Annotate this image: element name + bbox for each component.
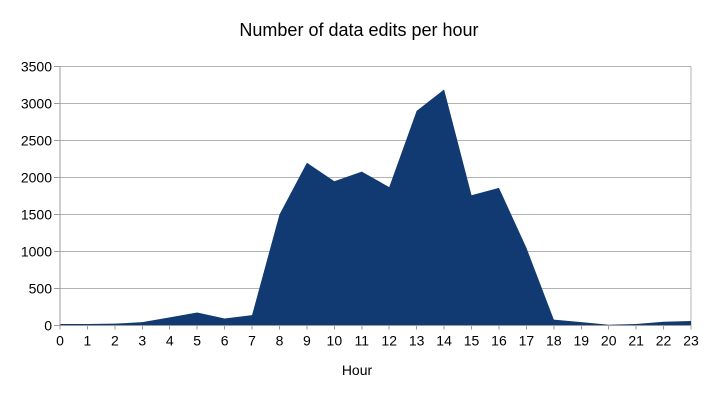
svg-text:23: 23 — [683, 333, 699, 349]
svg-text:3000: 3000 — [21, 96, 52, 112]
svg-text:6: 6 — [221, 333, 229, 349]
svg-text:14: 14 — [436, 333, 452, 349]
svg-text:9: 9 — [303, 333, 311, 349]
svg-text:20: 20 — [601, 333, 617, 349]
svg-text:10: 10 — [327, 333, 343, 349]
svg-text:22: 22 — [656, 333, 672, 349]
x-axis-labels: 0 1 2 3 4 5 6 7 8 9 10 11 12 13 14 15 16 17 18 19 20 21 22 23 — [56, 325, 699, 349]
svg-text:0: 0 — [44, 318, 52, 334]
svg-text:2: 2 — [111, 333, 119, 349]
svg-text:1: 1 — [84, 333, 92, 349]
svg-text:12: 12 — [381, 333, 397, 349]
svg-text:5: 5 — [193, 333, 201, 349]
x-axis-title: Hour — [341, 362, 373, 378]
svg-text:19: 19 — [573, 333, 589, 349]
svg-text:21: 21 — [628, 333, 644, 349]
svg-text:18: 18 — [546, 333, 562, 349]
svg-text:2500: 2500 — [21, 133, 52, 149]
area-series — [60, 89, 691, 326]
svg-text:3500: 3500 — [21, 59, 52, 75]
axes — [59, 66, 691, 326]
svg-text:1500: 1500 — [21, 207, 52, 223]
svg-text:13: 13 — [409, 333, 425, 349]
svg-text:1000: 1000 — [21, 244, 52, 260]
svg-text:0: 0 — [56, 333, 64, 349]
chart-title: Number of data edits per hour — [239, 20, 479, 40]
svg-text:4: 4 — [166, 333, 174, 349]
svg-text:17: 17 — [519, 333, 535, 349]
y-axis-labels: 0 500 1000 1500 2000 2500 3000 3500 — [21, 59, 60, 334]
svg-text:500: 500 — [29, 281, 53, 297]
svg-text:16: 16 — [491, 333, 507, 349]
svg-text:8: 8 — [276, 333, 284, 349]
svg-text:11: 11 — [355, 333, 370, 349]
svg-text:15: 15 — [464, 333, 480, 349]
svg-text:3: 3 — [138, 333, 146, 349]
svg-text:2000: 2000 — [21, 170, 52, 186]
svg-text:7: 7 — [248, 333, 256, 349]
